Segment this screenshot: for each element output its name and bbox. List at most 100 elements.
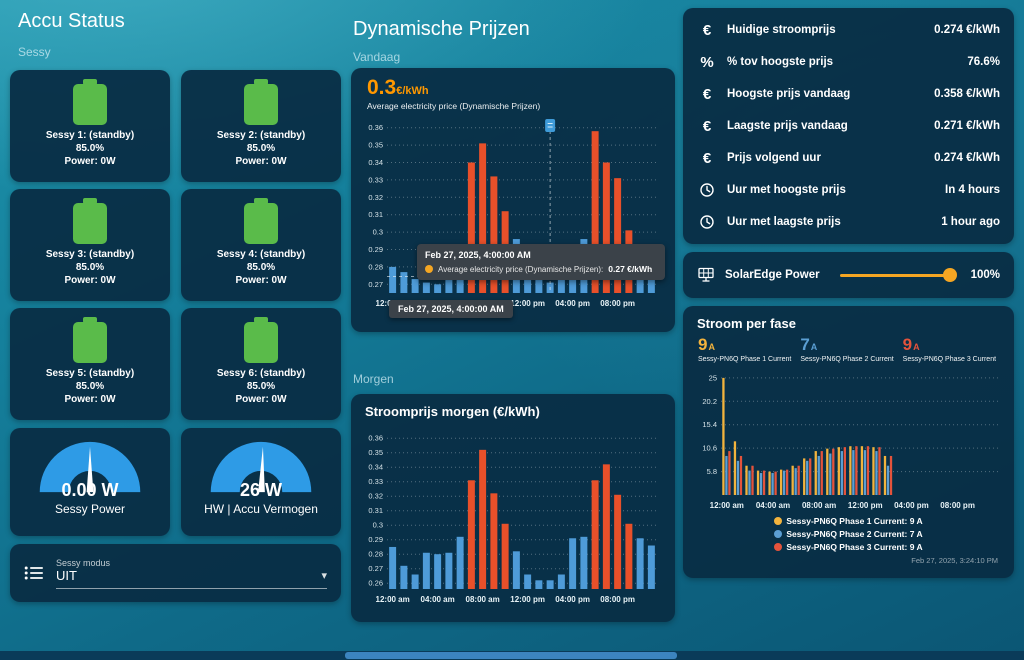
entity-value: 0.271 €/kWh bbox=[934, 120, 1000, 132]
svg-text:08:00 am: 08:00 am bbox=[466, 595, 500, 604]
clock-icon bbox=[700, 183, 714, 197]
battery-card-sessy-5[interactable]: Sessy 5: (standby) 85.0% Power: 0W bbox=[10, 308, 170, 420]
battery-card-sessy-6[interactable]: Sessy 6: (standby) 85.0% Power: 0W bbox=[181, 308, 341, 420]
gauge-icon bbox=[39, 441, 141, 493]
battery-card-sessy-1[interactable]: Sessy 1: (standby) 85.0% Power: 0W bbox=[10, 70, 170, 182]
battery-card-sessy-3[interactable]: Sessy 3: (standby) 85.0% Power: 0W bbox=[10, 189, 170, 301]
svg-text:0.34: 0.34 bbox=[368, 158, 383, 167]
horizontal-scrollbar[interactable] bbox=[345, 652, 677, 659]
phase-1-stat: 9A Sessy-PN6Q Phase 1 Current bbox=[695, 335, 797, 363]
battery-icon bbox=[244, 79, 278, 125]
svg-text:0.29: 0.29 bbox=[368, 535, 383, 544]
today-price-card[interactable]: 0.3€/kWh Average electricity price (Dyna… bbox=[351, 68, 675, 332]
phase-2-value: 7 bbox=[800, 335, 810, 354]
svg-text:04:00 pm: 04:00 pm bbox=[555, 299, 590, 308]
slider-track[interactable] bbox=[840, 274, 956, 277]
svg-text:08:00 pm: 08:00 pm bbox=[600, 299, 635, 308]
mode-select-label: Sessy modus bbox=[56, 557, 111, 568]
entity-label: Huidige stroomprijs bbox=[727, 24, 836, 36]
euro-icon: € bbox=[702, 85, 712, 103]
phase-3-stat: 9A Sessy-PN6Q Phase 3 Current bbox=[900, 335, 1002, 363]
entity-row-huidige-stroomprijs[interactable]: € Huidige stroomprijs 0.274 €/kWh bbox=[683, 14, 1014, 46]
svg-text:12:00 pm: 12:00 pm bbox=[848, 501, 883, 510]
tooltip-value: 0.27 €/kWh bbox=[608, 264, 653, 274]
battery-icon bbox=[73, 198, 107, 244]
legend-dot bbox=[774, 530, 783, 538]
svg-text:0.33: 0.33 bbox=[368, 175, 383, 184]
phase-1-value: 9 bbox=[698, 335, 708, 354]
legend-phase-2[interactable]: Sessy-PN6Q Phase 2 Current: 7 A bbox=[774, 529, 923, 539]
solar-power-slider[interactable] bbox=[840, 268, 957, 282]
phase-2-unit: A bbox=[810, 342, 818, 352]
svg-text:0.33: 0.33 bbox=[368, 477, 383, 486]
entity-value: 0.274 €/kWh bbox=[934, 152, 1000, 164]
phase-3-value: 9 bbox=[902, 335, 913, 354]
svg-text:0.27: 0.27 bbox=[368, 564, 383, 573]
entity-row-laagste-prijs[interactable]: € Laagste prijs vandaag 0.271 €/kWh bbox=[683, 110, 1014, 142]
battery-name: Sessy 6: (standby) bbox=[216, 368, 306, 379]
battery-card-sessy-2[interactable]: Sessy 2: (standby) 85.0% Power: 0W bbox=[181, 70, 341, 182]
battery-name: Sessy 3: (standby) bbox=[45, 249, 135, 260]
chevron-down-icon[interactable]: ▾ bbox=[321, 569, 327, 582]
battery-power: Power: 0W bbox=[235, 156, 287, 167]
battery-name: Sessy 1: (standby) bbox=[45, 130, 135, 141]
svg-text:0.36: 0.36 bbox=[368, 123, 383, 132]
entity-row-uur-laagste-prijs[interactable]: Uur met laagste prijs 1 hour ago bbox=[683, 206, 1014, 238]
entity-label: Uur met laagste prijs bbox=[727, 216, 841, 228]
svg-text:0.32: 0.32 bbox=[368, 193, 383, 202]
tomorrow-price-chart[interactable]: 0.26 0.27 0.28 0.29 0.3 0.31 0.32 0.33 0.34 0.35 0… bbox=[361, 425, 665, 605]
svg-text:0.31: 0.31 bbox=[368, 210, 383, 219]
entity-row-tov-hoogste-prijs[interactable]: % % tov hoogste prijs 76.6% bbox=[683, 46, 1014, 78]
svg-text:0.35: 0.35 bbox=[368, 141, 383, 150]
clock-icon bbox=[700, 215, 714, 229]
legend-text: Sessy-PN6Q Phase 3 Current: 9 A bbox=[786, 542, 923, 552]
morgen-label: Morgen bbox=[353, 372, 394, 386]
battery-icon bbox=[244, 317, 278, 363]
price-info-card: € Huidige stroomprijs 0.274 €/kWh % % to… bbox=[683, 8, 1014, 244]
phase-current-chart[interactable]: 5.8 10.6 15.4 20.2 25 12:00 am 04:00 am 08:00 a… bbox=[693, 365, 1004, 511]
phase-3-label: Sessy-PN6Q Phase 3 Current bbox=[902, 356, 997, 363]
battery-name: Sessy 4: (standby) bbox=[216, 249, 306, 260]
entity-row-uur-hoogste-prijs[interactable]: Uur met hoogste prijs In 4 hours bbox=[683, 174, 1014, 206]
svg-text:20.2: 20.2 bbox=[702, 397, 717, 406]
svg-text:0.28: 0.28 bbox=[368, 262, 383, 271]
svg-text:0.3: 0.3 bbox=[373, 228, 383, 237]
battery-soc: 85.0% bbox=[246, 381, 276, 392]
tooltip-date: Feb 27, 2025, 4:00:00 AM bbox=[425, 250, 531, 260]
tooltip-series-label: Average electricity price (Dynamische Pr… bbox=[438, 264, 604, 274]
accu-vermogen-gauge-card[interactable]: 26 W HW | Accu Vermogen bbox=[181, 428, 341, 536]
tomorrow-price-card[interactable]: Stroomprijs morgen (€/kWh) 0.26 0.27 0.28 0… bbox=[351, 394, 675, 622]
svg-text:5.8: 5.8 bbox=[707, 467, 717, 476]
entity-value: 76.6% bbox=[967, 56, 1000, 68]
phase-stats-row: 9A Sessy-PN6Q Phase 1 Current 7A Sessy-P… bbox=[693, 331, 1004, 365]
battery-power: Power: 0W bbox=[64, 156, 116, 167]
solar-power-label: SolarEdge Power bbox=[725, 269, 820, 281]
battery-name: Sessy 5: (standby) bbox=[45, 368, 135, 379]
vandaag-label: Vandaag bbox=[353, 50, 401, 64]
battery-icon bbox=[73, 317, 107, 363]
current-price: 0.3€/kWh bbox=[361, 76, 665, 100]
chart-timestamp: Feb 27, 2025, 3:24:10 PM bbox=[911, 556, 998, 565]
battery-name: Sessy 2: (standby) bbox=[216, 130, 306, 141]
entity-row-prijs-volgend-uur[interactable]: € Prijs volgend uur 0.274 €/kWh bbox=[683, 142, 1014, 174]
entity-row-hoogste-prijs[interactable]: € Hoogste prijs vandaag 0.358 €/kWh bbox=[683, 78, 1014, 110]
battery-soc: 85.0% bbox=[75, 262, 105, 273]
current-price-unit: €/kWh bbox=[396, 85, 429, 97]
mode-select-value: UIT bbox=[56, 567, 77, 583]
svg-text:04:00 am: 04:00 am bbox=[421, 595, 455, 604]
entity-label: Laagste prijs vandaag bbox=[727, 120, 848, 132]
dynamische-prijzen-title: Dynamische Prijzen bbox=[353, 18, 530, 40]
svg-text:12:00 am: 12:00 am bbox=[710, 501, 744, 510]
sessy-section-label: Sessy bbox=[18, 45, 51, 59]
euro-icon: € bbox=[702, 117, 712, 135]
battery-card-sessy-4[interactable]: Sessy 4: (standby) 85.0% Power: 0W bbox=[181, 189, 341, 301]
phase-3-unit: A bbox=[913, 342, 920, 352]
legend-phase-1[interactable]: Sessy-PN6Q Phase 1 Current: 9 A bbox=[774, 516, 923, 526]
legend-phase-3[interactable]: Sessy-PN6Q Phase 3 Current: 9 A bbox=[774, 542, 923, 552]
slider-knob[interactable] bbox=[943, 268, 957, 282]
mode-select[interactable]: Sessy modus UIT ▾ bbox=[56, 558, 327, 589]
entity-value: 0.358 €/kWh bbox=[934, 88, 1000, 100]
euro-icon: € bbox=[702, 21, 712, 39]
sessy-power-gauge-card[interactable]: 0.00 W Sessy Power bbox=[10, 428, 170, 536]
